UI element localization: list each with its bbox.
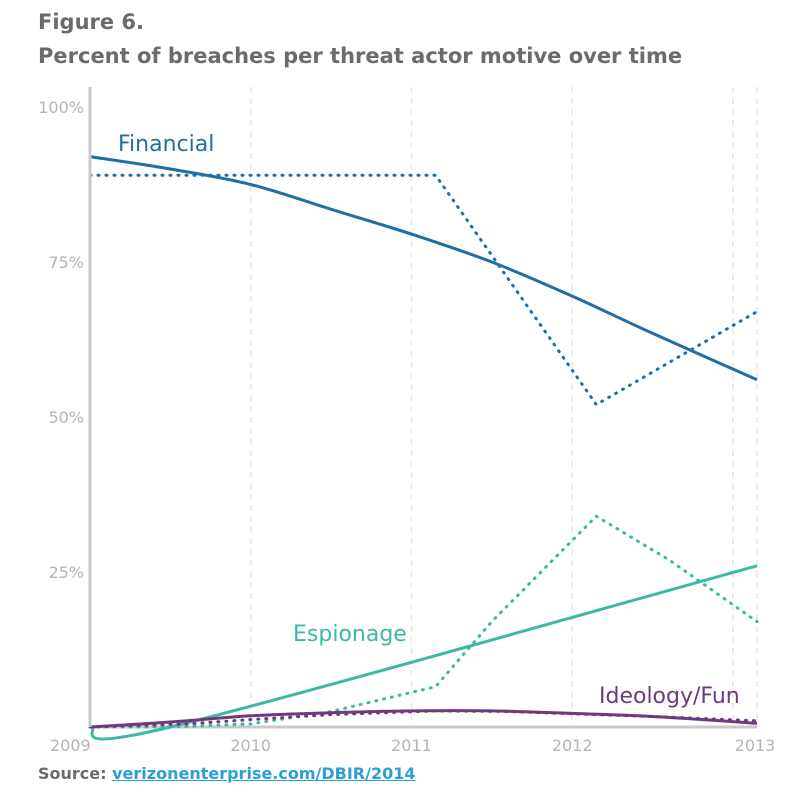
y-tick-label: 75% [48,253,84,272]
y-axis-ticks: 25% 50% 75% 100% [38,98,84,582]
x-tick-label: 2010 [230,736,271,755]
espionage-series-label: Espionage [293,622,407,647]
figure-label: Figure 6. [38,10,145,34]
x-tick-label: 2013 [735,736,776,755]
source-link[interactable]: verizonenterprise.com/DBIR/2014 [112,764,416,783]
ideology-fun-trend-line [89,709,758,729]
ideology-fun-observed-line [88,709,759,729]
x-tick-label: 2009 [50,736,91,755]
grid-lines [90,87,758,729]
y-tick-label: 50% [48,408,84,427]
y-tick-label: 100% [38,98,84,117]
series-lines [88,155,759,741]
x-axis-ticks: 2009 2010 2011 2012 2013 [50,736,775,755]
figure-title: Percent of breaches per threat actor mot… [38,44,683,68]
espionage-trend-line [89,564,758,741]
source-prefix: Source: [38,764,107,783]
ideology-fun-series-label: Ideology/Fun [599,684,740,709]
financial-observed-line [88,173,759,407]
financial-trend-line [89,155,758,382]
x-tick-label: 2011 [391,736,432,755]
source-line: Source: verizonenterprise.com/DBIR/2014 [38,764,416,783]
x-tick-label: 2012 [552,736,593,755]
espionage-observed-line [88,514,759,729]
financial-series-label: Financial [118,132,214,157]
y-tick-label: 25% [48,563,84,582]
series-labels: Financial Espionage Ideology/Fun [118,132,740,709]
